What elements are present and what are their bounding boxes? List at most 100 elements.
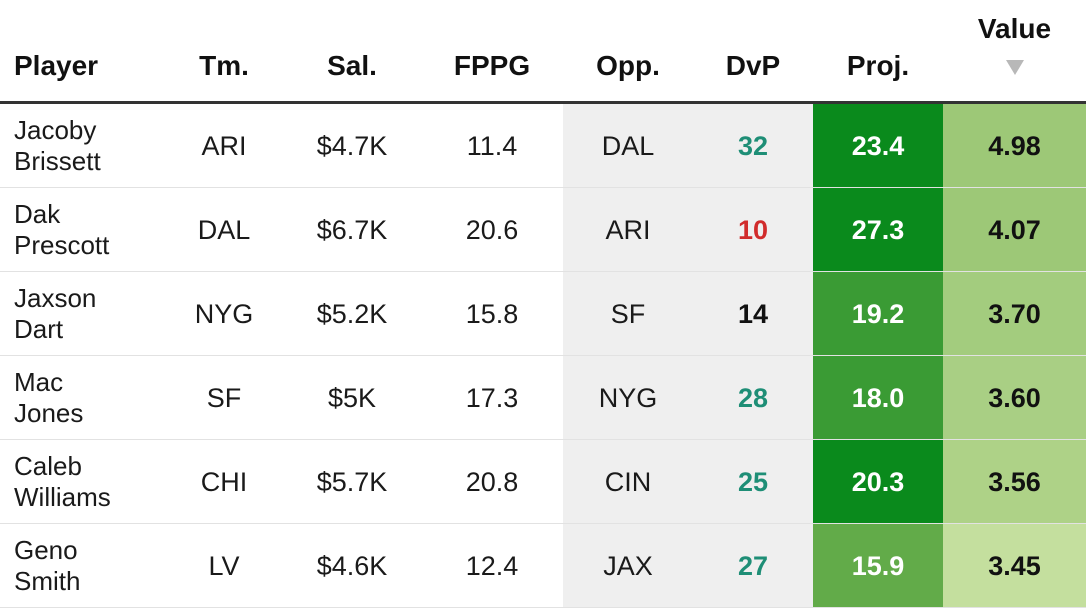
row-divider [0, 523, 1086, 524]
player-cell: Mac Jones [0, 356, 170, 440]
value-value: 3.56 [988, 466, 1041, 497]
team-value: LV [208, 550, 240, 581]
salary-cell: $5.2K [278, 272, 426, 356]
player-first-name[interactable]: Geno [14, 535, 78, 565]
column-header-value[interactable]: Value [943, 0, 1086, 101]
table-row[interactable]: Mac Jones SF $5K 17.3 NYG 28 18.0 3.60 [0, 356, 1086, 440]
column-header-label: FPPG [453, 50, 531, 81]
fppg-value: 15.8 [465, 298, 519, 329]
dvp-value: 10 [737, 214, 769, 245]
dvp-cell: 32 [693, 104, 813, 188]
team-cell: DAL [170, 188, 278, 272]
salary-value: $4.6K [316, 550, 388, 581]
row-divider [0, 439, 1086, 440]
opp-value: CIN [604, 466, 652, 497]
proj-value: 20.3 [851, 466, 905, 497]
salary-value: $5K [327, 382, 377, 413]
value-cell: 3.60 [943, 356, 1086, 440]
value-cell: 3.45 [943, 524, 1086, 608]
player-cell: Jacoby Brissett [0, 104, 170, 188]
value-value: 3.60 [988, 382, 1041, 413]
column-header-label: DvP [725, 50, 781, 81]
player-cell: Jaxson Dart [0, 272, 170, 356]
proj-value: 19.2 [851, 298, 905, 329]
dvp-cell: 10 [693, 188, 813, 272]
player-first-name[interactable]: Jaxson [14, 283, 97, 313]
player-last-name[interactable]: Dart [14, 314, 64, 344]
fppg-cell: 17.3 [426, 356, 558, 440]
proj-value: 15.9 [851, 550, 905, 581]
team-value: ARI [201, 130, 247, 161]
player-first-name[interactable]: Mac [14, 367, 64, 397]
team-cell: LV [170, 524, 278, 608]
player-cell: Geno Smith [0, 524, 170, 608]
team-value: DAL [197, 214, 251, 245]
player-last-name[interactable]: Prescott [14, 230, 110, 260]
column-header-label: Sal. [327, 50, 377, 81]
team-value: NYG [194, 298, 254, 329]
dvp-cell: 25 [693, 440, 813, 524]
player-last-name[interactable]: Jones [14, 398, 84, 428]
fppg-cell: 12.4 [426, 524, 558, 608]
player-first-name[interactable]: Dak [14, 199, 61, 229]
column-header-salary[interactable]: Sal. [278, 0, 426, 101]
player-last-name[interactable]: Smith [14, 566, 81, 596]
row-divider [0, 271, 1086, 272]
opp-cell: NYG [563, 356, 693, 440]
proj-value: 18.0 [851, 382, 905, 413]
player-last-name[interactable]: Brissett [14, 146, 101, 176]
team-cell: SF [170, 356, 278, 440]
player-first-name[interactable]: Jacoby [14, 115, 97, 145]
dvp-value: 32 [737, 130, 769, 161]
fppg-cell: 15.8 [426, 272, 558, 356]
column-header-label: Proj. [846, 50, 910, 81]
row-divider [0, 355, 1086, 356]
proj-cell: 19.2 [813, 272, 943, 356]
player-cell: Dak Prescott [0, 188, 170, 272]
opp-cell: ARI [563, 188, 693, 272]
proj-cell: 23.4 [813, 104, 943, 188]
table-row[interactable]: Jacoby Brissett ARI $4.7K 11.4 DAL 32 23.4 4.98 [0, 104, 1086, 188]
value-value: 3.45 [988, 550, 1041, 581]
player-cell: Caleb Williams [0, 440, 170, 524]
table-header: Player Tm. Sal. FPPG Opp. DvP Proj. Valu… [0, 0, 1086, 104]
proj-value: 23.4 [851, 130, 905, 161]
opp-value: JAX [603, 550, 653, 581]
team-value: CHI [200, 466, 248, 497]
value-value: 4.07 [988, 214, 1041, 245]
dvp-value: 27 [737, 550, 769, 581]
column-header-opp[interactable]: Opp. [563, 0, 693, 101]
dvp-cell: 14 [693, 272, 813, 356]
proj-cell: 20.3 [813, 440, 943, 524]
opp-cell: SF [563, 272, 693, 356]
team-cell: ARI [170, 104, 278, 188]
dvp-cell: 27 [693, 524, 813, 608]
table-row[interactable]: Caleb Williams CHI $5.7K 20.8 CIN 25 20.3 3.56 [0, 440, 1086, 524]
salary-cell: $5K [278, 356, 426, 440]
opp-value: ARI [605, 214, 651, 245]
salary-value: $4.7K [316, 130, 388, 161]
player-first-name[interactable]: Caleb [14, 451, 82, 481]
dvp-cell: 28 [693, 356, 813, 440]
column-header-fppg[interactable]: FPPG [426, 0, 558, 101]
salary-cell: $4.7K [278, 104, 426, 188]
player-last-name[interactable]: Williams [14, 482, 111, 512]
dvp-value: 28 [737, 382, 769, 413]
column-header-player[interactable]: Player [0, 0, 170, 101]
column-header-label: Value [977, 13, 1052, 44]
value-value: 4.98 [988, 130, 1041, 161]
proj-cell: 15.9 [813, 524, 943, 608]
team-value: SF [206, 382, 242, 413]
fppg-value: 20.6 [465, 214, 519, 245]
opp-value: NYG [598, 382, 658, 413]
column-header-dvp[interactable]: DvP [693, 0, 813, 101]
sort-descending-icon[interactable] [1005, 60, 1024, 75]
column-header-proj[interactable]: Proj. [813, 0, 943, 101]
column-header-team[interactable]: Tm. [170, 0, 278, 101]
table-row[interactable]: Geno Smith LV $4.6K 12.4 JAX 27 15.9 3.45 [0, 524, 1086, 608]
fppg-value: 12.4 [465, 550, 519, 581]
table-row[interactable]: Jaxson Dart NYG $5.2K 15.8 SF 14 19.2 3.70 [0, 272, 1086, 356]
salary-value: $5.2K [316, 298, 388, 329]
table-row[interactable]: Dak Prescott DAL $6.7K 20.6 ARI 10 27.3 4.07 [0, 188, 1086, 272]
